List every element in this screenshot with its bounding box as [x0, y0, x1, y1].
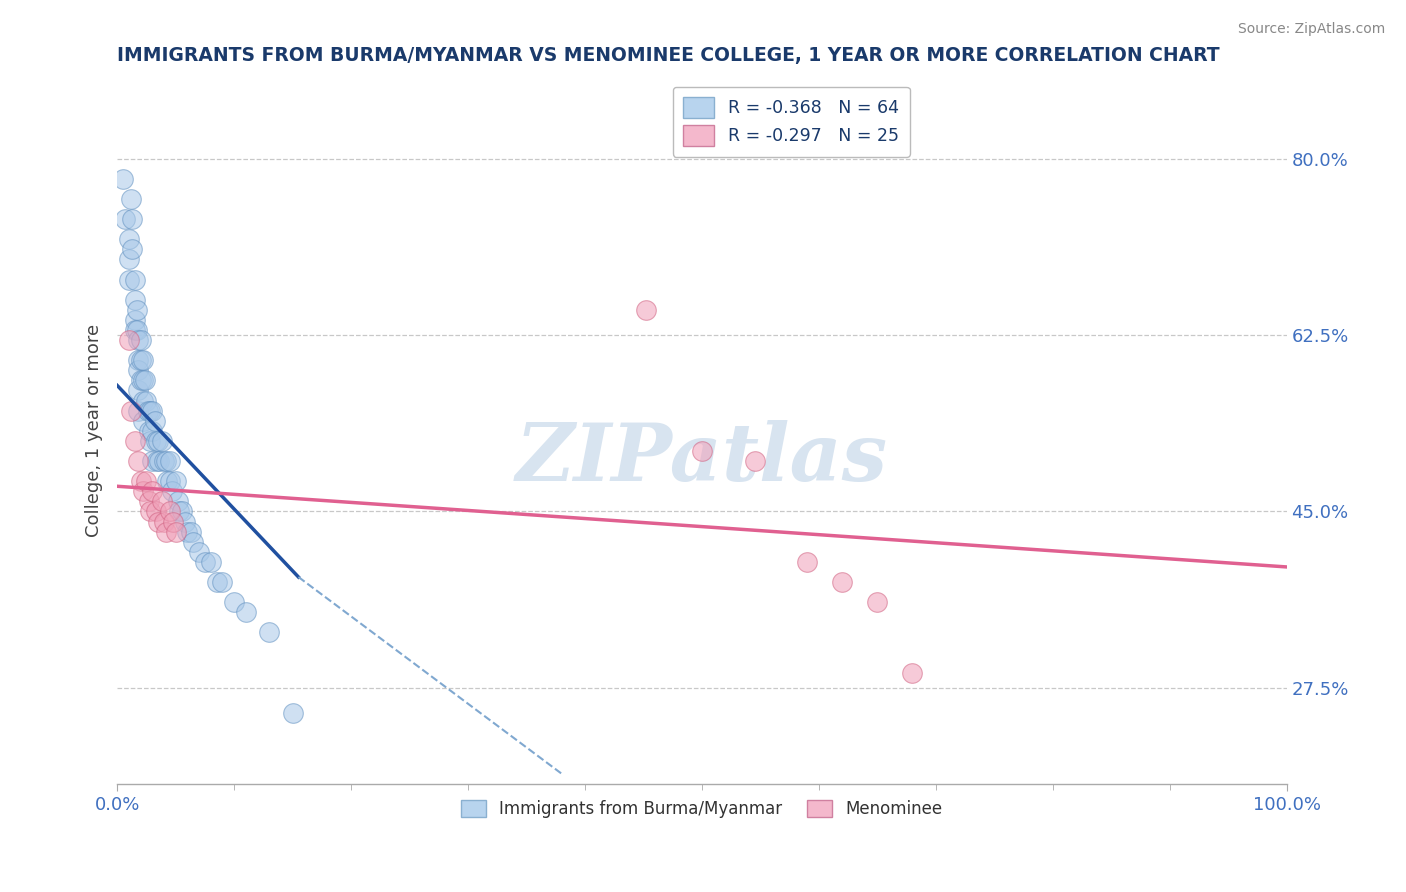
Point	[129, 373, 152, 387]
Point	[141, 424, 163, 438]
Point	[121, 242, 143, 256]
Point	[153, 515, 176, 529]
Point	[134, 373, 156, 387]
Point	[118, 232, 141, 246]
Point	[124, 272, 146, 286]
Point	[146, 454, 169, 468]
Point	[156, 474, 179, 488]
Point	[141, 454, 163, 468]
Point	[176, 524, 198, 539]
Point	[188, 545, 211, 559]
Point	[127, 363, 149, 377]
Point	[118, 252, 141, 267]
Point	[127, 384, 149, 398]
Point	[127, 454, 149, 468]
Point	[129, 474, 152, 488]
Point	[146, 515, 169, 529]
Point	[150, 494, 173, 508]
Point	[139, 403, 162, 417]
Point	[159, 504, 181, 518]
Text: ZIPatlas: ZIPatlas	[516, 420, 889, 498]
Point	[153, 454, 176, 468]
Point	[127, 353, 149, 368]
Point	[170, 504, 193, 518]
Point	[866, 595, 889, 609]
Point	[155, 524, 177, 539]
Point	[139, 504, 162, 518]
Point	[224, 595, 246, 609]
Point	[125, 323, 148, 337]
Point	[120, 192, 142, 206]
Point	[162, 515, 184, 529]
Point	[118, 272, 141, 286]
Point	[145, 434, 167, 448]
Y-axis label: College, 1 year or more: College, 1 year or more	[86, 325, 103, 537]
Point	[211, 575, 233, 590]
Point	[180, 524, 202, 539]
Point	[159, 454, 181, 468]
Point	[159, 474, 181, 488]
Point	[235, 605, 257, 619]
Point	[281, 706, 304, 720]
Point	[181, 534, 204, 549]
Point	[135, 474, 157, 488]
Point	[145, 504, 167, 518]
Point	[150, 434, 173, 448]
Point	[744, 454, 766, 468]
Point	[124, 293, 146, 307]
Point	[205, 575, 228, 590]
Point	[138, 424, 160, 438]
Point	[155, 454, 177, 468]
Point	[124, 323, 146, 337]
Point	[135, 393, 157, 408]
Legend: Immigrants from Burma/Myanmar, Menominee: Immigrants from Burma/Myanmar, Menominee	[454, 793, 949, 825]
Point	[167, 494, 190, 508]
Point	[118, 333, 141, 347]
Point	[132, 373, 155, 387]
Point	[114, 212, 136, 227]
Point	[165, 524, 187, 539]
Point	[141, 403, 163, 417]
Point	[138, 494, 160, 508]
Point	[831, 575, 853, 590]
Point	[132, 393, 155, 408]
Point	[127, 403, 149, 417]
Point	[124, 313, 146, 327]
Point	[136, 403, 159, 417]
Point	[120, 403, 142, 417]
Point	[112, 171, 135, 186]
Point	[690, 444, 713, 458]
Point	[901, 665, 924, 680]
Point	[174, 515, 197, 529]
Point	[139, 434, 162, 448]
Point	[160, 484, 183, 499]
Point	[132, 414, 155, 428]
Point	[121, 212, 143, 227]
Point	[127, 333, 149, 347]
Point	[125, 302, 148, 317]
Point	[124, 434, 146, 448]
Point	[148, 454, 170, 468]
Point	[129, 353, 152, 368]
Point	[194, 555, 217, 569]
Point	[796, 555, 818, 569]
Point	[129, 333, 152, 347]
Point	[257, 625, 280, 640]
Point	[165, 474, 187, 488]
Point	[146, 434, 169, 448]
Point	[200, 555, 222, 569]
Point	[167, 504, 190, 518]
Point	[143, 414, 166, 428]
Point	[634, 302, 657, 317]
Point	[132, 353, 155, 368]
Point	[141, 484, 163, 499]
Text: Source: ZipAtlas.com: Source: ZipAtlas.com	[1237, 22, 1385, 37]
Point	[132, 484, 155, 499]
Text: IMMIGRANTS FROM BURMA/MYANMAR VS MENOMINEE COLLEGE, 1 YEAR OR MORE CORRELATION C: IMMIGRANTS FROM BURMA/MYANMAR VS MENOMIN…	[117, 46, 1220, 65]
